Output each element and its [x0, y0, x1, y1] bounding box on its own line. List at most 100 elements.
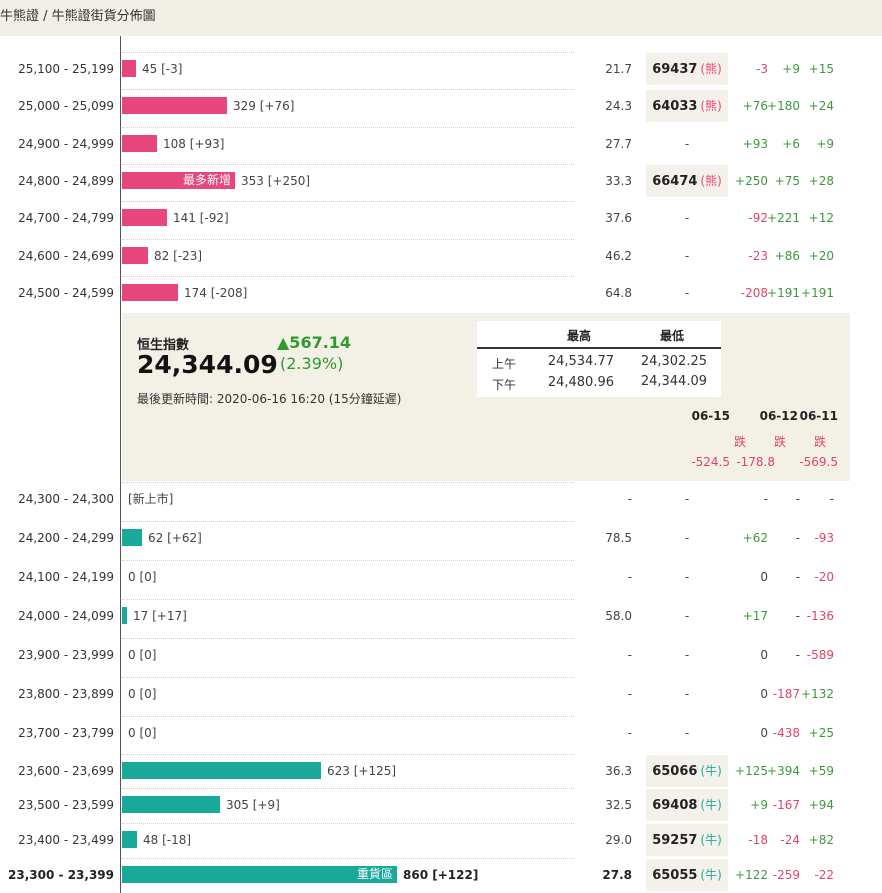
breadcrumb[interactable]: 牛熊證 / 牛熊證街貨分佈圖	[0, 9, 156, 24]
page-header: 牛熊證 / 牛熊證街貨分佈圖	[0, 0, 882, 36]
row-separator	[122, 482, 574, 483]
table-row[interactable]: 24,000 - 24,099 17 [+17] 58.0- +17- -136	[0, 599, 882, 633]
bull-bar[interactable]	[122, 831, 137, 848]
table-row[interactable]: 23,900 - 23,999 0 [0] - -0- -589	[0, 638, 882, 672]
warrant-code[interactable]: 69437	[652, 62, 698, 77]
warrant-code[interactable]: 65066	[652, 764, 698, 779]
bear-bar[interactable]	[122, 134, 157, 152]
warrant-code-cell: -	[646, 240, 728, 272]
row-separator	[122, 560, 574, 561]
warrant-type-tag: (牛)	[700, 764, 722, 778]
strike-range: 23,500 - 23,599	[18, 798, 114, 812]
table-row[interactable]: 24,600 - 24,699 82 [-23] 46.2 - -23 +86 +20	[0, 238, 882, 273]
table-row[interactable]: 24,700 - 24,799 141 [-92] 37.6 - -92 +221 +12	[0, 201, 882, 235]
table-row[interactable]: 23,700 - 23,799 0 [0] - - 0 -438 +25	[0, 716, 882, 750]
daily-change-2: -	[795, 492, 800, 506]
row-separator	[122, 599, 574, 600]
warrant-code-cell[interactable]: 69408 (牛)	[646, 789, 728, 821]
row-separator	[122, 52, 574, 53]
warrant-code-cell[interactable]: 64033 (熊)	[646, 90, 728, 123]
daily-change-2: -24	[780, 833, 800, 847]
table-divider	[477, 347, 721, 349]
daily-change-2: -	[795, 609, 800, 623]
bull-bar[interactable]	[122, 796, 220, 813]
warrant-code-cell[interactable]: 65055 (牛)	[646, 859, 728, 891]
bull-bar[interactable]	[122, 762, 321, 779]
outstanding-count: 141 [-92]	[173, 211, 229, 226]
warrant-code-cell[interactable]: 65066 (牛)	[646, 755, 728, 787]
warrant-code[interactable]: 66474	[652, 173, 698, 189]
warrant-code[interactable]: 64033	[652, 99, 698, 115]
daily-change-3: +132	[801, 687, 834, 701]
bear-bar[interactable]	[122, 246, 148, 264]
table-row[interactable]: 24,800 - 24,899 最多新增 353 [+250] 33.3 66474 (熊…	[0, 163, 882, 198]
row-separator	[122, 275, 574, 277]
table-row[interactable]: 24,500 - 24,599 174 [-208] 64.8- -208 +191 +1…	[0, 275, 882, 310]
daily-change-3: +15	[808, 62, 834, 76]
table-row[interactable]: 24,900 - 24,999 108 [+93] 27.7 - +93 +6 +9	[0, 126, 882, 161]
table-row[interactable]: 25,000 - 25,099 329 [+76] 24.3 64033 (熊) +76 +…	[0, 89, 882, 123]
strike-range: 24,100 - 24,199	[18, 570, 114, 584]
warrant-code: -	[684, 285, 690, 300]
outstanding-count: 17 [+17]	[133, 609, 187, 623]
bull-bar[interactable]	[122, 607, 127, 624]
row-separator	[122, 89, 574, 91]
table-row[interactable]: 23,300 - 23,399 重貨區 860 [+122] 27.8 65055 (牛)…	[0, 858, 882, 892]
warrant-code-cell: -	[646, 128, 728, 160]
warrant-code-cell: -	[646, 483, 728, 515]
daily-change-3: -93	[814, 531, 834, 545]
bear-bar[interactable]	[122, 97, 227, 115]
warrant-code-cell[interactable]: 59257 (牛)	[646, 824, 728, 856]
ratio-value: 58.0	[605, 609, 632, 623]
ratio-value: 27.7	[605, 136, 632, 151]
bear-bar[interactable]: 最多新增	[122, 171, 235, 189]
high-low-table: 最高 最低 上午 下午 24,534.77 24,302.25 24,480.9…	[477, 321, 721, 397]
row-separator	[122, 126, 574, 128]
warrant-code-cell: -	[646, 600, 728, 632]
bull-bar[interactable]	[122, 529, 142, 546]
daily-change-1: +62	[742, 531, 768, 545]
warrant-code-cell[interactable]: 69437 (熊)	[646, 53, 728, 85]
table-row[interactable]: 24,100 - 24,199 0 [0] - -0- -20	[0, 560, 882, 594]
outstanding-count: 353 [+250]	[241, 173, 311, 188]
daily-change-1: -92	[748, 211, 768, 226]
am-label: 上午	[492, 357, 517, 371]
warrant-code: -	[684, 136, 690, 151]
index-name: 恒生指數	[137, 338, 190, 353]
bear-bar[interactable]	[122, 283, 178, 301]
warrant-code[interactable]: 59257	[652, 833, 698, 848]
table-row[interactable]: 23,400 - 23,499 48 [-18] 29.0 59257 (牛) -18 -2…	[0, 823, 882, 857]
daily-change-3: +25	[808, 726, 834, 740]
outstanding-count: 48 [-18]	[143, 833, 192, 847]
daily-change-3: -20	[814, 570, 834, 584]
ratio-value: -	[627, 492, 632, 506]
warrant-code: -	[684, 609, 690, 623]
bear-bar[interactable]	[122, 60, 136, 77]
table-row[interactable]: 23,500 - 23,599 305 [+9] 32.5 69408 (牛) +9 -16…	[0, 788, 882, 822]
daily-change-1: 0	[760, 726, 768, 740]
row-separator	[122, 823, 574, 824]
ratio-value: -	[627, 726, 632, 740]
daily-change-1: 0	[760, 687, 768, 701]
daily-change-2: -259	[772, 868, 800, 882]
warrant-type-tag: (熊)	[700, 99, 722, 114]
date-value-1: -524.5	[691, 455, 730, 469]
outstanding-count: 305 [+9]	[226, 798, 280, 812]
daily-change-3: +59	[808, 764, 834, 778]
bull-bar[interactable]: 重貨區	[122, 866, 397, 883]
daily-change-1: +76	[742, 99, 768, 114]
index-change-percent: (2.39%)	[280, 354, 344, 373]
warrant-code: -	[684, 726, 690, 740]
table-row[interactable]: 24,300 - 24,300 [新上市] - - - - -	[0, 482, 882, 516]
table-row[interactable]: 25,100 - 25,199 45 [-3] 21.7 69437 (熊) -3 +9 +1…	[0, 52, 882, 86]
bear-bar[interactable]	[122, 209, 167, 227]
table-row[interactable]: 23,600 - 23,699 623 [+125] 36.3 65066 (牛) +12…	[0, 754, 882, 788]
warrant-code-cell[interactable]: 66474 (熊)	[646, 164, 728, 197]
warrant-code[interactable]: 65055	[652, 868, 698, 883]
daily-change-3: +20	[808, 248, 834, 263]
warrant-code[interactable]: 69408	[652, 798, 698, 813]
daily-change-1: -208	[740, 285, 768, 300]
table-row[interactable]: 24,200 - 24,299 62 [+62] 78.5- +62- -93	[0, 521, 882, 555]
ratio-value: 27.8	[602, 868, 632, 882]
table-row[interactable]: 23,800 - 23,899 0 [0] - - 0 -187 +132	[0, 677, 882, 711]
